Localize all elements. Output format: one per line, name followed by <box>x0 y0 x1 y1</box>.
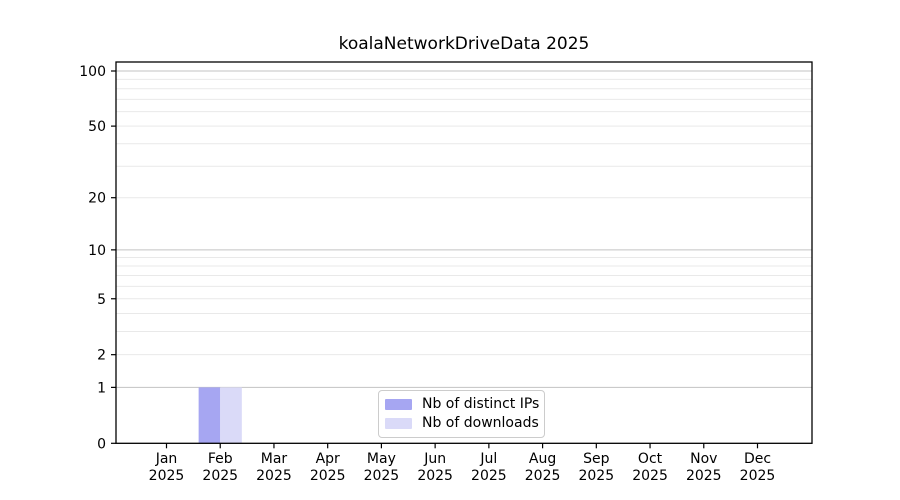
x-tick-label-month: Jan <box>155 451 178 467</box>
x-tick-label-year: 2025 <box>417 468 453 484</box>
x-tick-label-year: 2025 <box>202 468 238 484</box>
y-tick-label: 20 <box>88 191 106 207</box>
x-tick-label-month: Nov <box>690 451 717 467</box>
y-tick-label: 1 <box>97 380 106 396</box>
axes-frame <box>115 61 813 444</box>
x-tick-label-month: Jul <box>479 451 497 467</box>
x-tick-label-year: 2025 <box>686 468 722 484</box>
bar-distinct-ips-feb <box>198 387 221 444</box>
y-tick-label: 100 <box>79 64 106 80</box>
legend-entry-downloads: Nb of downloads <box>385 415 539 431</box>
x-tick-label-year: 2025 <box>310 468 346 484</box>
x-tick-label-month: May <box>367 451 396 467</box>
y-tick-label: 2 <box>97 348 106 364</box>
bar-downloads-feb <box>220 387 242 444</box>
y-tick-label: 5 <box>97 292 106 308</box>
x-tick-label-month: Oct <box>638 451 663 467</box>
x-tick-label-year: 2025 <box>149 468 185 484</box>
chart-title: koalaNetworkDriveData 2025 <box>338 34 590 54</box>
x-tick-label-month: Jun <box>423 451 446 467</box>
x-tick-label-year: 2025 <box>740 468 776 484</box>
legend-label-downloads: Nb of downloads <box>422 415 539 431</box>
y-tick-label: 0 <box>97 436 106 452</box>
x-tick-label-year: 2025 <box>525 468 561 484</box>
legend-swatch-downloads <box>385 418 412 429</box>
x-tick-label-month: Dec <box>744 451 771 467</box>
x-tick-label-month: Sep <box>583 451 610 467</box>
x-tick-label-year: 2025 <box>256 468 292 484</box>
legend-swatch-distinct-ips <box>385 399 412 410</box>
legend-label-distinct-ips: Nb of distinct IPs <box>422 396 540 412</box>
x-tick-label-month: Aug <box>529 451 556 467</box>
x-tick-label-month: Mar <box>261 451 288 467</box>
x-tick-label-month: Feb <box>208 451 233 467</box>
x-tick-label-month: Apr <box>316 451 340 467</box>
x-tick-label-year: 2025 <box>578 468 614 484</box>
legend: Nb of distinct IPs Nb of downloads <box>378 390 545 438</box>
legend-entry-distinct-ips: Nb of distinct IPs <box>385 396 540 412</box>
x-tick-label-year: 2025 <box>364 468 400 484</box>
x-tick-label-year: 2025 <box>471 468 507 484</box>
y-tick-label: 10 <box>88 243 106 259</box>
x-tick-label-year: 2025 <box>632 468 668 484</box>
y-tick-label: 50 <box>88 119 106 135</box>
